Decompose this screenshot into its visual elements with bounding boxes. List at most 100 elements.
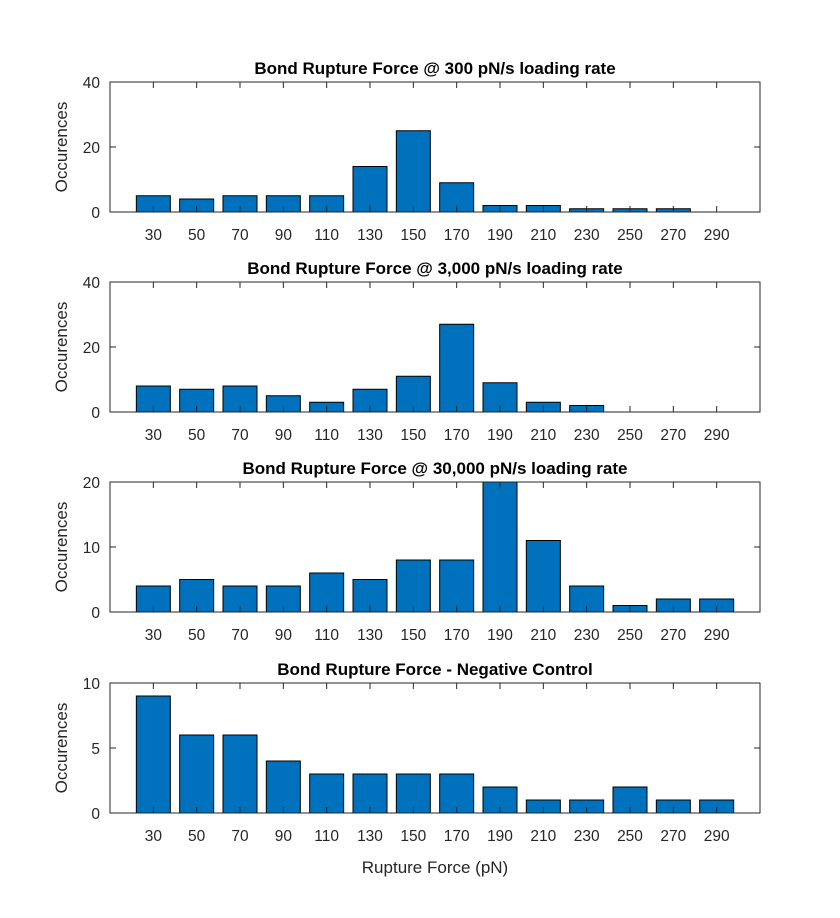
x-tick-label: 90	[275, 227, 293, 244]
subplot-4: 30 50 70 90 110 130 150 170 190 210 230 250 270 290 0 5…	[52, 660, 761, 877]
x-tick-label: 230	[574, 828, 600, 845]
bar-130	[352, 579, 388, 613]
y-tick-label: 20	[83, 340, 101, 357]
x-tick-label: 210	[530, 627, 556, 644]
bar-130	[352, 166, 388, 213]
subplot-2: 30 50 70 90 110 130 150 170 190 210 230 250 270 290 0 2…	[52, 259, 761, 444]
y-tick-label: 20	[83, 140, 101, 157]
x-tick-label: 50	[188, 227, 206, 244]
y-axis-label: Occurences	[52, 102, 71, 193]
x-tick-label: 50	[188, 828, 206, 845]
x-tick-label: 270	[660, 627, 686, 644]
x-tick-label: 290	[704, 828, 730, 845]
bar-170	[439, 323, 475, 413]
x-tick-label: 50	[188, 627, 206, 644]
x-tick-label: 250	[617, 828, 643, 845]
bar-210	[525, 540, 561, 613]
y-tick-label: 20	[83, 475, 101, 492]
bar-150	[395, 773, 431, 814]
x-tick-label: 90	[275, 828, 293, 845]
x-tick-label: 30	[145, 427, 163, 444]
x-tick-label: 110	[314, 427, 339, 444]
bar-170	[439, 559, 475, 613]
bar-150	[395, 130, 431, 213]
x-tick-label: 130	[357, 227, 383, 244]
x-tick-label: 70	[231, 227, 249, 244]
bar-190	[482, 481, 518, 613]
y-tick-label: 10	[83, 676, 101, 693]
bar-130	[352, 773, 388, 814]
bar-110	[309, 572, 345, 613]
x-tick-label: 190	[487, 828, 513, 845]
bar-70	[222, 734, 258, 814]
x-tick-label: 110	[314, 227, 339, 244]
bar-170	[439, 773, 475, 814]
x-tick-label: 130	[357, 627, 383, 644]
y-tick-label: 10	[83, 540, 101, 557]
x-tick-label: 230	[574, 627, 600, 644]
y-axis-label: Occurences	[52, 502, 71, 593]
x-tick-label: 90	[275, 427, 293, 444]
x-tick-label: 290	[704, 627, 730, 644]
subplot-1: 30 50 70 90 110 130 150 170 190 210 230 250 270 290 0 2…	[52, 59, 761, 244]
chart-title: Bond Rupture Force @ 3,000 pN/s loading …	[247, 259, 623, 278]
x-tick-label: 170	[444, 227, 470, 244]
y-tick-label: 40	[83, 275, 101, 292]
x-axis-label: Rupture Force (pN)	[362, 858, 508, 877]
x-tick-label: 170	[444, 828, 470, 845]
x-tick-label: 30	[145, 828, 163, 845]
y-tick-label: 0	[91, 605, 100, 622]
x-tick-label: 70	[231, 828, 249, 845]
x-tick-label: 250	[617, 627, 643, 644]
x-tick-label: 150	[400, 828, 426, 845]
x-tick-label: 210	[530, 427, 556, 444]
y-axis-label: Occurences	[52, 302, 71, 393]
x-tick-label: 150	[400, 227, 426, 244]
x-tick-label: 50	[188, 427, 206, 444]
bar-70	[222, 585, 258, 613]
x-tick-label: 250	[617, 227, 643, 244]
x-tick-label: 230	[574, 427, 600, 444]
bar-110	[309, 773, 345, 814]
x-tick-label: 230	[574, 227, 600, 244]
bar-30	[135, 695, 171, 814]
y-tick-label: 40	[83, 75, 101, 92]
x-tick-label: 90	[275, 627, 293, 644]
bar-90	[265, 760, 301, 814]
x-tick-label: 250	[617, 427, 643, 444]
y-tick-label: 5	[91, 741, 100, 758]
x-tick-label: 170	[444, 627, 470, 644]
x-tick-label: 190	[487, 427, 513, 444]
x-tick-label: 130	[357, 427, 383, 444]
bar-50	[179, 734, 215, 814]
x-tick-label: 270	[660, 427, 686, 444]
x-tick-label: 170	[444, 427, 470, 444]
y-tick-label: 0	[91, 205, 100, 222]
x-tick-label: 70	[231, 427, 249, 444]
bar-150	[395, 559, 431, 613]
x-tick-label: 30	[145, 627, 163, 644]
y-tick-label: 0	[91, 405, 100, 422]
x-tick-label: 150	[400, 427, 426, 444]
chart-title: Bond Rupture Force @ 300 pN/s loading ra…	[254, 59, 615, 78]
x-tick-label: 290	[704, 427, 730, 444]
x-tick-label: 110	[314, 627, 339, 644]
x-tick-label: 130	[357, 828, 383, 845]
x-tick-label: 30	[145, 227, 163, 244]
axes-box	[109, 81, 761, 213]
x-tick-label: 270	[660, 828, 686, 845]
y-tick-label: 0	[91, 806, 100, 823]
y-axis-label: Occurences	[52, 703, 71, 794]
chart-title: Bond Rupture Force - Negative Control	[277, 660, 592, 679]
chart-title: Bond Rupture Force @ 30,000 pN/s loading…	[243, 459, 628, 478]
x-tick-label: 190	[487, 627, 513, 644]
x-tick-label: 110	[314, 828, 339, 845]
x-tick-label: 210	[530, 227, 556, 244]
x-tick-label: 210	[530, 828, 556, 845]
x-tick-label: 270	[660, 227, 686, 244]
x-tick-label: 70	[231, 627, 249, 644]
x-tick-label: 190	[487, 227, 513, 244]
subplot-3: 30 50 70 90 110 130 150 170 190 210 230 250 270 290 0 1…	[52, 459, 761, 644]
